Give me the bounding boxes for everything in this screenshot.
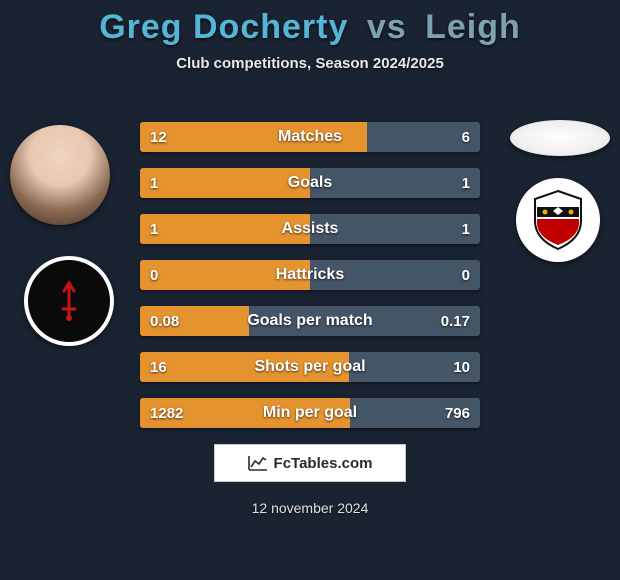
date-label: 12 november 2024 <box>0 500 620 516</box>
stat-value-right: 0.17 <box>431 306 480 336</box>
credit-text: FcTables.com <box>274 455 373 472</box>
sword-icon <box>47 279 91 323</box>
stat-value-right: 10 <box>443 352 480 382</box>
club1-badge <box>24 256 114 346</box>
stat-bars: Matches126Goals11Assists11Hattricks00Goa… <box>140 122 480 444</box>
player1-name: Greg Docherty <box>99 8 348 46</box>
stat-value-left: 0 <box>140 260 168 290</box>
stat-value-left: 12 <box>140 122 177 152</box>
subtitle: Club competitions, Season 2024/2025 <box>0 55 620 72</box>
stat-row: Shots per goal16 10 <box>140 352 480 382</box>
stat-row: Goals1 1 <box>140 168 480 198</box>
stat-label: Hattricks <box>140 260 480 290</box>
stat-row: Hattricks0 0 <box>140 260 480 290</box>
stat-value-right: 0 <box>452 260 480 290</box>
comparison-title: Greg Docherty vs Leigh <box>0 8 620 47</box>
stat-value-right: 1 <box>452 168 480 198</box>
title-block: Greg Docherty vs Leigh Club competitions… <box>0 0 620 72</box>
stat-row: Min per goal1282796 <box>140 398 480 428</box>
player2-name: Leigh <box>425 8 521 46</box>
chart-icon <box>248 455 268 471</box>
stat-value-left: 1 <box>140 168 168 198</box>
stat-value-left: 16 <box>140 352 177 382</box>
player2-avatar <box>510 120 610 156</box>
stat-label: Shots per goal <box>140 352 480 382</box>
stat-row: Matches12 6 <box>140 122 480 152</box>
vs-label: vs <box>367 8 407 46</box>
stat-value-right: 796 <box>435 398 480 428</box>
shield-icon <box>523 185 593 255</box>
stat-value-left: 1 <box>140 214 168 244</box>
club2-badge <box>516 178 600 262</box>
stat-value-right: 1 <box>452 214 480 244</box>
stat-value-right: 6 <box>452 122 480 152</box>
stat-label: Goals <box>140 168 480 198</box>
stat-value-left: 1282 <box>140 398 193 428</box>
stat-value-left: 0.08 <box>140 306 189 336</box>
stat-label: Matches <box>140 122 480 152</box>
credit-badge: FcTables.com <box>214 444 406 482</box>
player1-avatar <box>10 125 110 225</box>
stat-label: Goals per match <box>140 306 480 336</box>
stat-label: Assists <box>140 214 480 244</box>
stat-row: Goals per match0.08 0.17 <box>140 306 480 336</box>
stat-row: Assists1 1 <box>140 214 480 244</box>
